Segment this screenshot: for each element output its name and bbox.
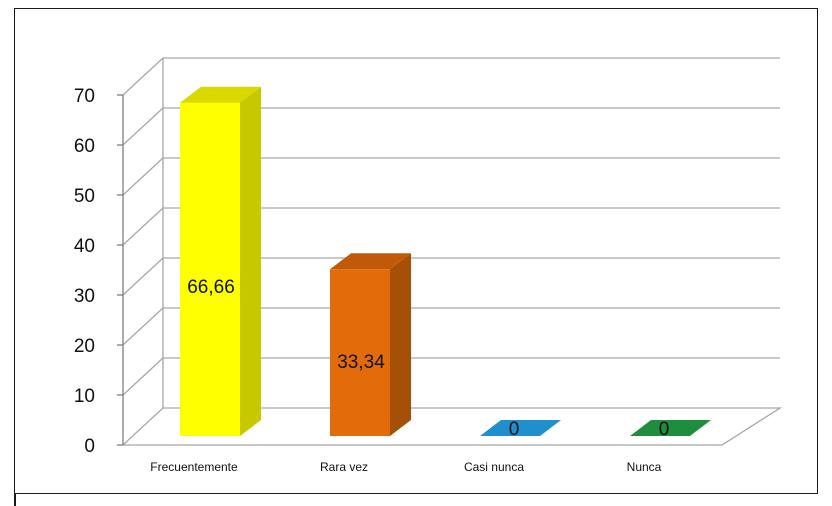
gridlines bbox=[121, 57, 783, 446]
y-tick-label: 60 bbox=[74, 136, 95, 157]
bars bbox=[180, 86, 711, 436]
gridline-side bbox=[122, 207, 164, 246]
x-tick-label: Rara vez bbox=[320, 460, 368, 474]
y-tick-label: 30 bbox=[74, 286, 95, 307]
bar-side bbox=[390, 253, 411, 436]
y-tick-label: 40 bbox=[74, 236, 95, 257]
y-tick-label: 50 bbox=[74, 186, 95, 207]
y-tick-label: 0 bbox=[84, 436, 95, 457]
y-tick-labels: 0 10 20 30 40 50 60 70 bbox=[74, 86, 95, 457]
gridline-side bbox=[122, 57, 164, 96]
bar bbox=[180, 102, 240, 436]
y-tick-label: 10 bbox=[74, 386, 95, 407]
x-tick-label: Frecuentemente bbox=[150, 460, 238, 474]
floor-plane bbox=[121, 407, 783, 446]
data-label: 33,34 bbox=[337, 352, 385, 373]
x-tick-label: Casi nunca bbox=[464, 460, 524, 474]
bar-top bbox=[180, 86, 261, 103]
frame-edge-line bbox=[14, 494, 16, 506]
category-labels: Frecuentemente Rara vez Casi nunca Nunca bbox=[150, 460, 661, 474]
bar-zero bbox=[630, 420, 711, 436]
gridline-side bbox=[122, 357, 164, 396]
y-tick-label: 70 bbox=[74, 86, 95, 107]
bar-side bbox=[240, 86, 261, 436]
y-tick-label: 20 bbox=[74, 336, 95, 357]
data-label: 0 bbox=[509, 419, 520, 440]
data-label: 0 bbox=[659, 419, 670, 440]
bar-top bbox=[330, 253, 411, 270]
gridline-side bbox=[122, 107, 164, 146]
gridline-side bbox=[122, 257, 164, 296]
bar bbox=[330, 269, 390, 436]
bar-zero bbox=[480, 420, 561, 436]
y-axis bbox=[117, 58, 164, 446]
data-label: 66,66 bbox=[187, 277, 235, 298]
gridline-side bbox=[122, 157, 164, 196]
x-tick-label: Nunca bbox=[627, 460, 662, 474]
value-labels: 66,66 33,34 0 0 bbox=[187, 277, 669, 440]
gridline-side bbox=[122, 307, 164, 346]
